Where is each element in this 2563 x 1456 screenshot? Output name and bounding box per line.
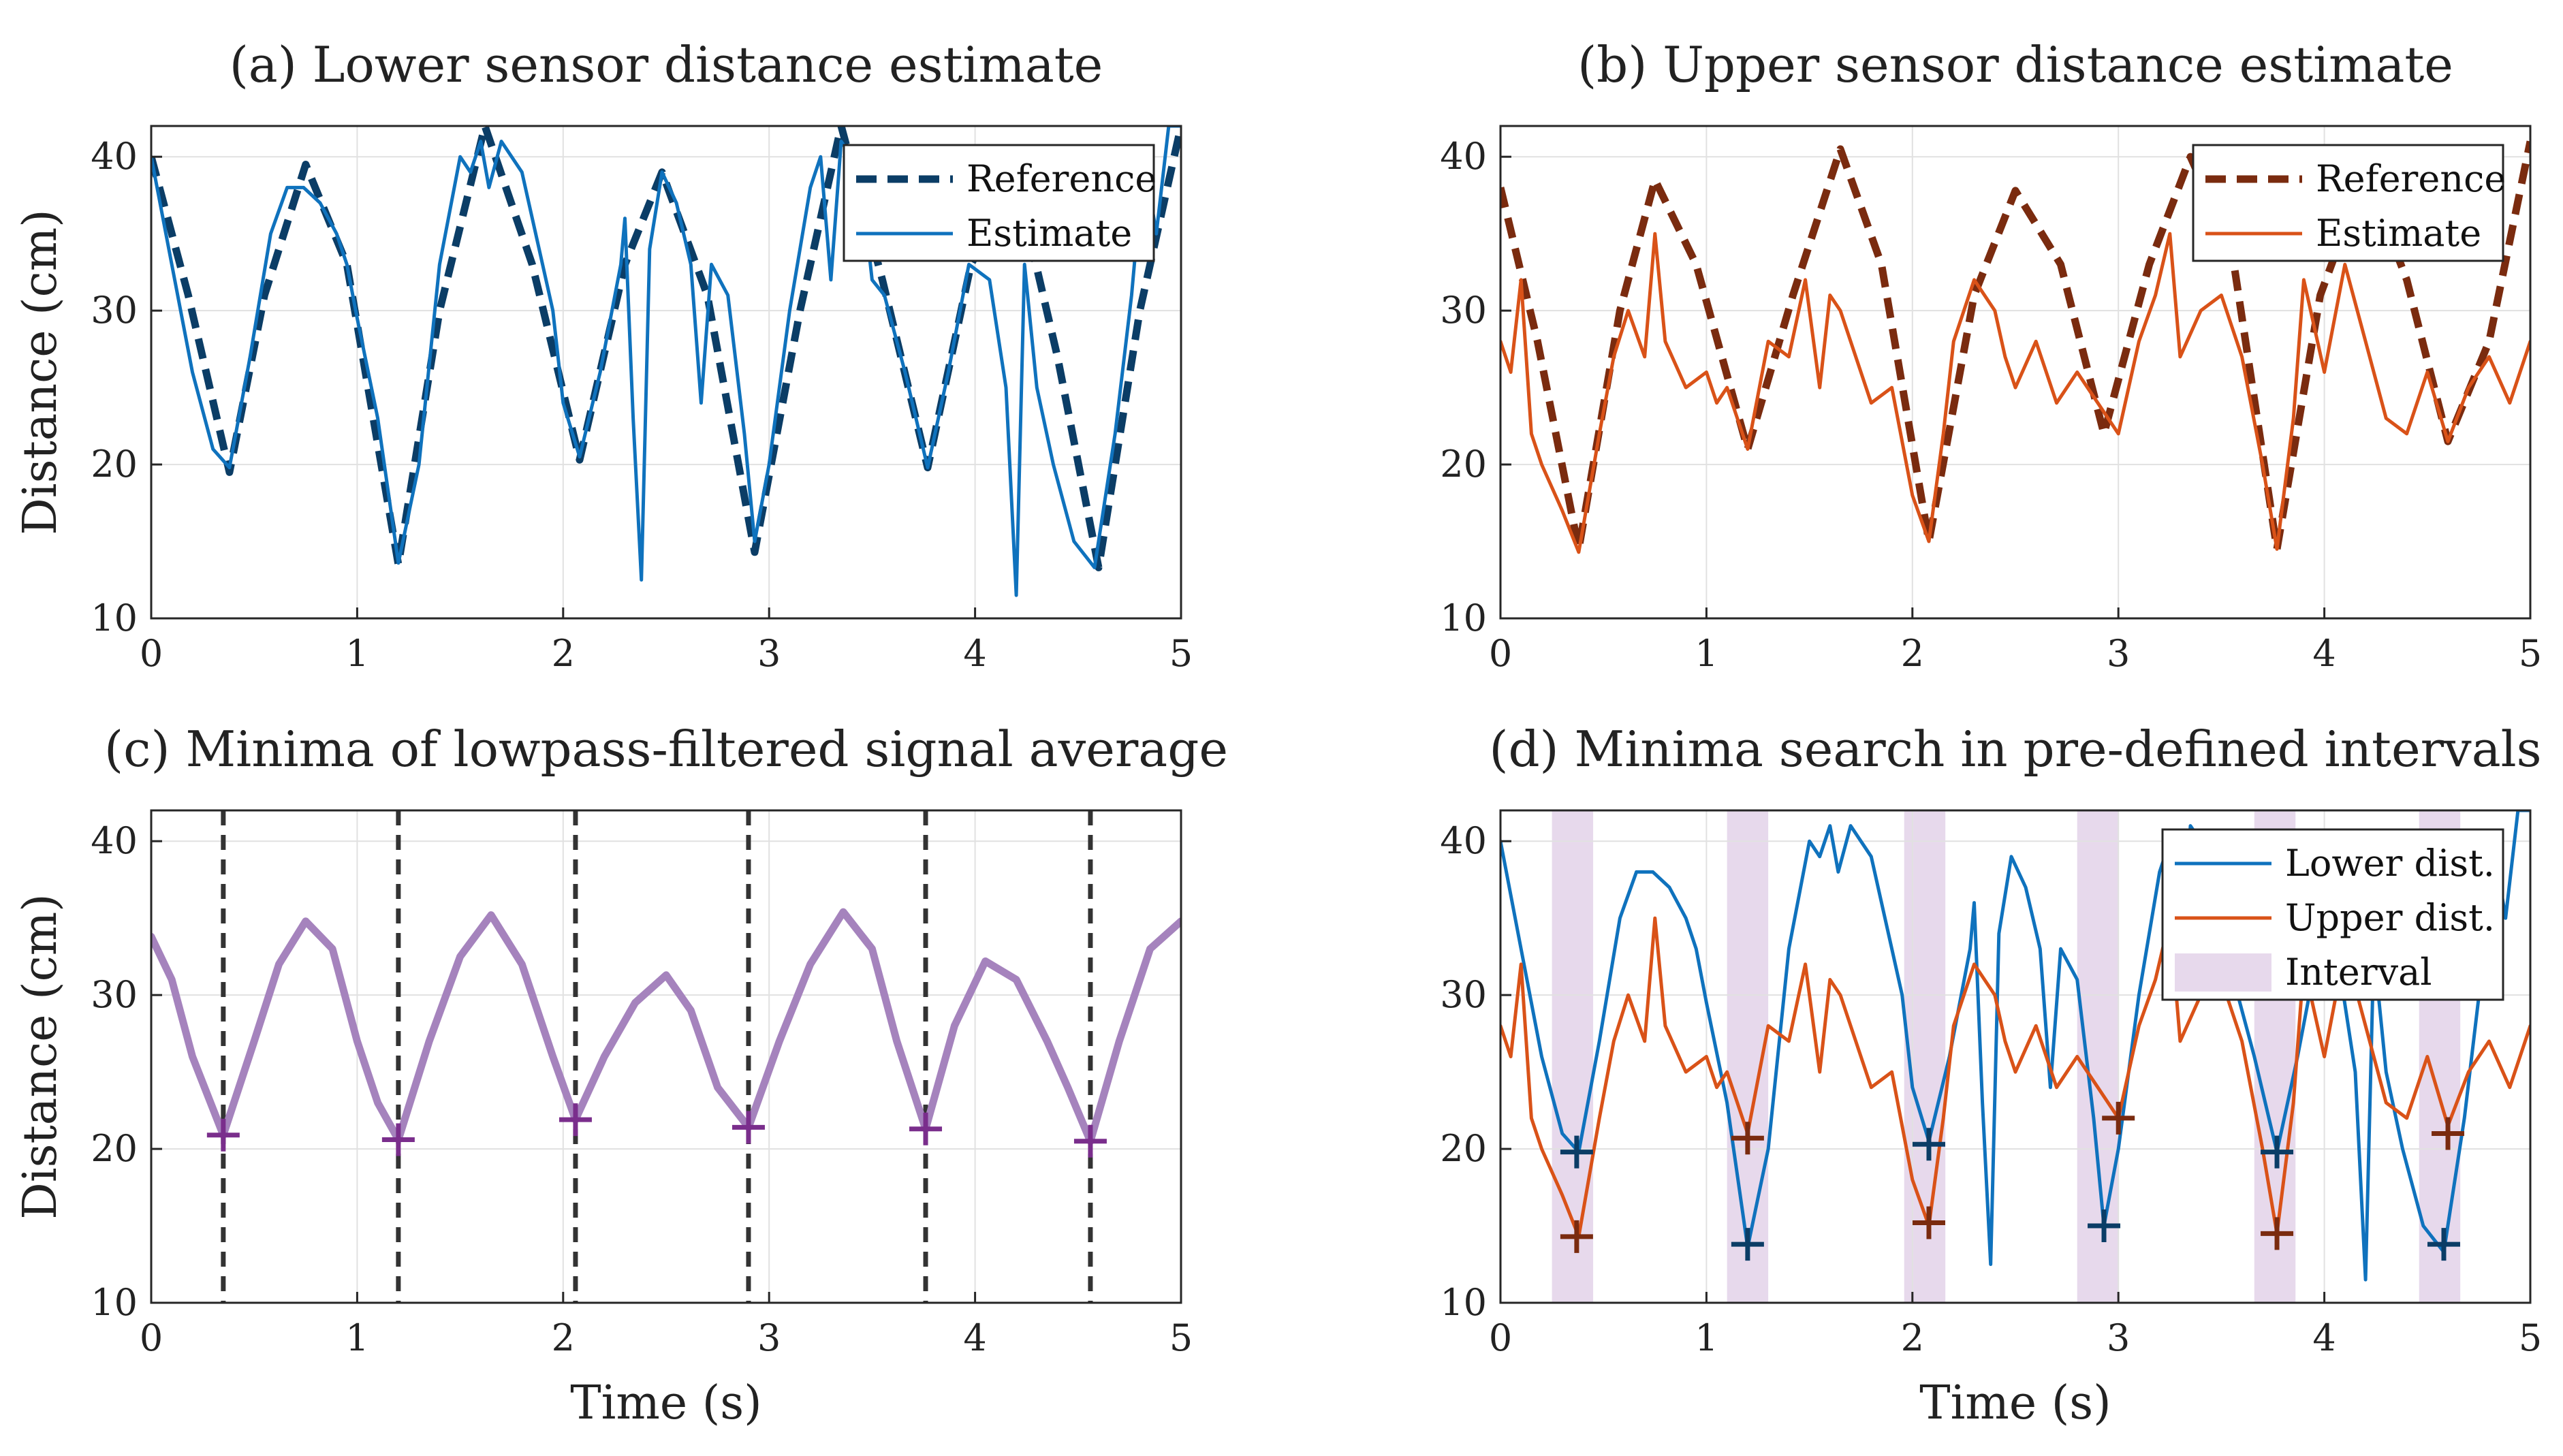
legend-label-estimate: Estimate (966, 212, 1132, 255)
y-tick-label-20: 20 (91, 443, 138, 486)
interval-band-3 (2077, 810, 2119, 1303)
legend: Reference Estimate (843, 144, 1157, 262)
chart-title: (a) Lower sensor distance estimate (230, 36, 1103, 93)
axes-box (1499, 125, 2532, 620)
legend-label-lower-dist: Lower dist. (2285, 842, 2495, 885)
y-tick-label-10: 10 (91, 1281, 138, 1324)
x-tick-label-1: 1 (1695, 632, 1718, 675)
y-tick-label-20: 20 (1440, 443, 1487, 486)
panel-a: 0 1 2 3 4 5 10 20 30 40 (a) Lower sensor distance … (14, 36, 1193, 675)
upper-minimum-marker-3 (2102, 1101, 2135, 1135)
y-axis-label: Distance (cm) (14, 893, 67, 1219)
x-tick-label-0: 0 (140, 1316, 163, 1359)
x-tick-label-0: 0 (140, 632, 163, 675)
x-tick-label-0: 0 (1489, 632, 1512, 675)
interval-band-0 (1552, 810, 1594, 1303)
axes-box (150, 125, 1182, 620)
upper-minimum-marker-0 (1560, 1220, 1593, 1253)
y-tick-label-30: 30 (91, 289, 138, 332)
y-tick-label-30: 30 (1440, 973, 1487, 1016)
x-tick-label-4: 4 (963, 632, 986, 675)
x-tick-label-1: 1 (345, 1316, 368, 1359)
x-tick-label-5: 5 (1169, 1316, 1193, 1359)
y-tick-label-20: 20 (91, 1127, 138, 1170)
lower-minimum-marker-1 (1731, 1228, 1764, 1261)
y-tick-label-30: 30 (91, 973, 138, 1016)
y-tick-label-40: 40 (91, 135, 138, 178)
legend-label-reference: Reference (2316, 157, 2506, 200)
lower-minimum-marker-0 (1560, 1135, 1593, 1169)
upper-minimum-marker-4 (2261, 1217, 2294, 1250)
legend: Lower dist. Upper dist. Interval (2161, 828, 2504, 1001)
legend-label-interval: Interval (2285, 951, 2432, 994)
panel-b: 0 1 2 3 4 5 10 20 30 40 (b) Upper sensor distance … (1440, 36, 2542, 675)
chart-title: (d) Minima search in pre-defined interva… (1489, 721, 2541, 778)
chart-title: (c) Minima of lowpass-filtered signal av… (104, 721, 1228, 778)
x-tick-label-0: 0 (1489, 1316, 1512, 1359)
minimum-marker-3 (732, 1111, 765, 1144)
minimum-marker-1 (381, 1123, 415, 1156)
x-tick-label-3: 3 (2107, 1316, 2130, 1359)
legend-box (843, 144, 1155, 262)
y-tick-label-30: 30 (1440, 289, 1487, 332)
panel-d: 0 1 2 3 4 5 10 20 30 40(d) Minima search in pre-d… (1440, 721, 2542, 1430)
legend-box (2192, 144, 2504, 262)
x-tick-label-3: 3 (2107, 632, 2130, 675)
x-tick-label-4: 4 (963, 1316, 986, 1359)
legend: Reference Estimate (2192, 144, 2506, 262)
x-tick-label-5: 5 (1169, 632, 1193, 675)
x-tick-label-5: 5 (2519, 632, 2542, 675)
chart-title: (b) Upper sensor distance estimate (1577, 36, 2453, 93)
series-line-estimate (151, 126, 1181, 597)
x-tick-label-1: 1 (1695, 1316, 1718, 1359)
series-line-lower-dist (1500, 810, 2530, 1282)
upper-minimum-marker-2 (1912, 1206, 1945, 1239)
y-tick-label-20: 20 (1440, 1127, 1487, 1170)
legend-label-estimate: Estimate (2316, 212, 2481, 255)
upper-minimum-marker-1 (1731, 1122, 1764, 1155)
minimum-marker-4 (909, 1112, 943, 1145)
panel-c: 0 1 2 3 4 5 10 20 30 40 (c) Minima of lowpass-filt… (14, 721, 1228, 1430)
axes-box (1499, 809, 2532, 1304)
lower-minimum-marker-2 (1912, 1128, 1945, 1161)
upper-minimum-marker-5 (2432, 1117, 2465, 1150)
x-axis-label: Time (s) (570, 1376, 761, 1430)
x-tick-label-5: 5 (2519, 1316, 2542, 1359)
x-tick-label-3: 3 (757, 1316, 781, 1359)
x-axis-label: Time (s) (1919, 1376, 2111, 1430)
series-line-filtered-average (151, 908, 1181, 1145)
x-tick-label-4: 4 (2312, 1316, 2336, 1359)
x-tick-label-2: 2 (1901, 632, 1924, 675)
series-line-estimate (1500, 232, 2530, 554)
minimum-marker-2 (559, 1103, 592, 1137)
x-tick-label-2: 2 (552, 632, 575, 675)
y-tick-label-10: 10 (1440, 597, 1487, 639)
plot-area (151, 908, 1181, 1145)
minimum-marker-0 (206, 1118, 240, 1152)
plot-area (151, 126, 1181, 597)
plot-area (1500, 810, 2530, 1282)
y-tick-label-40: 40 (91, 819, 138, 862)
y-axis-label: Distance (cm) (14, 209, 67, 535)
y-tick-label-10: 10 (1440, 1281, 1487, 1324)
y-tick-label-40: 40 (1440, 135, 1487, 178)
y-tick-label-40: 40 (1440, 819, 1487, 862)
y-tick-label-10: 10 (91, 597, 138, 639)
x-tick-label-1: 1 (345, 632, 368, 675)
legend-label-upper-dist: Upper dist. (2285, 896, 2495, 939)
series-line-upper-dist (1500, 916, 2530, 1239)
x-tick-label-3: 3 (757, 632, 781, 675)
axes-box (150, 809, 1182, 1304)
minimum-marker-5 (1073, 1124, 1107, 1158)
x-tick-label-2: 2 (1901, 1316, 1924, 1359)
x-tick-label-2: 2 (552, 1316, 575, 1359)
lower-minimum-marker-5 (2427, 1228, 2460, 1261)
x-tick-label-4: 4 (2312, 632, 2336, 675)
lower-minimum-marker-4 (2261, 1135, 2294, 1169)
legend-swatch-interval (2175, 953, 2271, 992)
legend-label-reference: Reference (966, 157, 1157, 200)
lower-minimum-marker-3 (2088, 1209, 2121, 1243)
